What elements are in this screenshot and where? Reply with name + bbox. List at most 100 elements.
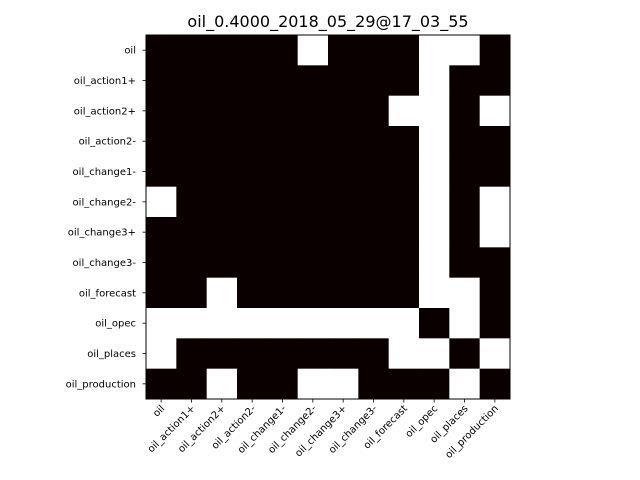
heatmap-cell-r1-c10: [449, 65, 481, 97]
heatmap-cell-r4-c1: [176, 156, 208, 188]
heatmap-cell-r9-c1: [176, 308, 208, 339]
heatmap-cell-r7-c5: [297, 247, 329, 279]
heatmap-cell-r11-c0: [146, 368, 177, 400]
heatmap-cell-r2-c4: [267, 95, 299, 127]
heatmap-cell-r8-c1: [176, 277, 208, 309]
heatmap-cell-r7-c9: [419, 247, 450, 279]
heatmap-cell-r7-c6: [328, 247, 359, 279]
heatmap-cell-r9-c10: [449, 308, 481, 339]
heatmap-cell-r11-c7: [358, 368, 390, 400]
heatmap-cell-r10-c5: [297, 338, 329, 370]
heatmap-cell-r3-c10: [449, 126, 481, 157]
heatmap-cell-r5-c10: [449, 186, 481, 218]
heatmap-cell-r8-c5: [297, 277, 329, 309]
heatmap-cell-r9-c9: [419, 308, 450, 339]
heatmap-cell-r11-c9: [419, 368, 450, 400]
heatmap-cell-r1-c3: [237, 65, 268, 97]
y-axis-ticks: oil oil_action1+ oil_action2+ oil_action2-o…: [66, 46, 146, 390]
heatmap-cell-r5-c2: [206, 186, 238, 218]
heatmap-cell-r4-c0: [146, 156, 177, 188]
heatmap-cell-r10-c2: [206, 338, 238, 370]
heatmap-cell-r2-c11: [479, 95, 511, 127]
heatmap-cell-r11-c8: [388, 368, 420, 400]
heatmap-cell-r5-c7: [358, 186, 390, 218]
heatmap-cell-r7-c2: [206, 247, 238, 279]
heatmap-cell-r10-c8: [388, 338, 420, 370]
heatmap-cell-r2-c9: [419, 95, 450, 127]
heatmap-cell-r6-c10: [449, 217, 481, 248]
heatmap-cell-r8-c8: [388, 277, 420, 309]
heatmap-cell-r8-c7: [358, 277, 390, 309]
heatmap-cell-r1-c5: [297, 65, 329, 97]
heatmap-cell-r11-c11: [479, 368, 511, 400]
heatmap-cell-r2-c2: [206, 95, 238, 127]
y-tick-label: oil_action1+: [74, 76, 136, 87]
heatmap-cell-r5-c3: [237, 186, 268, 218]
heatmap-cell-r8-c6: [328, 277, 359, 309]
heatmap-cell-r4-c3: [237, 156, 268, 188]
heatmap-cell-r1-c7: [358, 65, 390, 97]
heatmap-cell-r6-c2: [206, 217, 238, 248]
heatmap-cell-r10-c6: [328, 338, 359, 370]
heatmap-cell-r8-c2: [206, 277, 238, 309]
heatmap-cell-r7-c7: [358, 247, 390, 279]
heatmap-cell-r6-c1: [176, 217, 208, 248]
heatmap-cell-r7-c3: [237, 247, 268, 279]
heatmap-cell-r3-c6: [328, 126, 359, 157]
heatmap-cell-r0-c3: [237, 35, 268, 66]
heatmap-cell-r5-c5: [297, 186, 329, 218]
heatmap-cells: [146, 35, 511, 400]
heatmap-cell-r10-c1: [176, 338, 208, 370]
heatmap-cell-r0-c6: [328, 35, 359, 66]
heatmap-cell-r4-c7: [358, 156, 390, 188]
heatmap-cell-r9-c7: [358, 308, 390, 339]
heatmap-cell-r9-c3: [237, 308, 268, 339]
heatmap-cell-r5-c6: [328, 186, 359, 218]
heatmap-cell-r0-c1: [176, 35, 208, 66]
heatmap-cell-r2-c6: [328, 95, 359, 127]
heatmap-cell-r10-c11: [479, 338, 511, 370]
heatmap-cell-r4-c9: [419, 156, 450, 188]
heatmap-cell-r5-c8: [388, 186, 420, 218]
x-tick-label: oil_production: [443, 403, 501, 461]
heatmap-cell-r9-c11: [479, 308, 511, 339]
heatmap-cell-r2-c0: [146, 95, 177, 127]
heatmap-cell-r6-c0: [146, 217, 177, 248]
heatmap-cell-r10-c0: [146, 338, 177, 370]
heatmap-cell-r3-c9: [419, 126, 450, 157]
heatmap-cell-r1-c2: [206, 65, 238, 97]
heatmap-cell-r6-c5: [297, 217, 329, 248]
heatmap-cell-r11-c1: [176, 368, 208, 400]
heatmap-cell-r5-c1: [176, 186, 208, 218]
heatmap-cell-r2-c3: [237, 95, 268, 127]
heatmap-cell-r6-c8: [388, 217, 420, 248]
heatmap-cell-r11-c6: [328, 368, 359, 400]
y-tick-label: oil_change3-: [73, 258, 137, 269]
heatmap-cell-r8-c3: [237, 277, 268, 309]
heatmap-cell-r10-c10: [449, 338, 481, 370]
heatmap-cell-r0-c11: [479, 35, 511, 66]
heatmap-cell-r1-c11: [479, 65, 511, 97]
heatmap-cell-r6-c9: [419, 217, 450, 248]
heatmap-cell-r2-c7: [358, 95, 390, 127]
heatmap-cell-r1-c1: [176, 65, 208, 97]
heatmap-cell-r9-c8: [388, 308, 420, 339]
heatmap-cell-r9-c4: [267, 308, 299, 339]
heatmap-cell-r1-c4: [267, 65, 299, 97]
heatmap-cell-r2-c5: [297, 95, 329, 127]
heatmap-cell-r2-c1: [176, 95, 208, 127]
heatmap-cell-r7-c0: [146, 247, 177, 279]
heatmap-cell-r3-c1: [176, 126, 208, 157]
heatmap-cell-r6-c4: [267, 217, 299, 248]
heatmap-cell-r10-c4: [267, 338, 299, 370]
y-tick-label: oil_action2-: [79, 137, 137, 148]
heatmap-cell-r2-c8: [388, 95, 420, 127]
heatmap-cell-r4-c2: [206, 156, 238, 188]
heatmap-cell-r8-c10: [449, 277, 481, 309]
heatmap-cell-r8-c11: [479, 277, 511, 309]
heatmap-cell-r11-c5: [297, 368, 329, 400]
heatmap-cell-r4-c8: [388, 156, 420, 188]
heatmap-cell-r1-c8: [388, 65, 420, 97]
heatmap-cell-r4-c11: [479, 156, 511, 188]
y-tick-label: oil_change2-: [73, 197, 137, 208]
